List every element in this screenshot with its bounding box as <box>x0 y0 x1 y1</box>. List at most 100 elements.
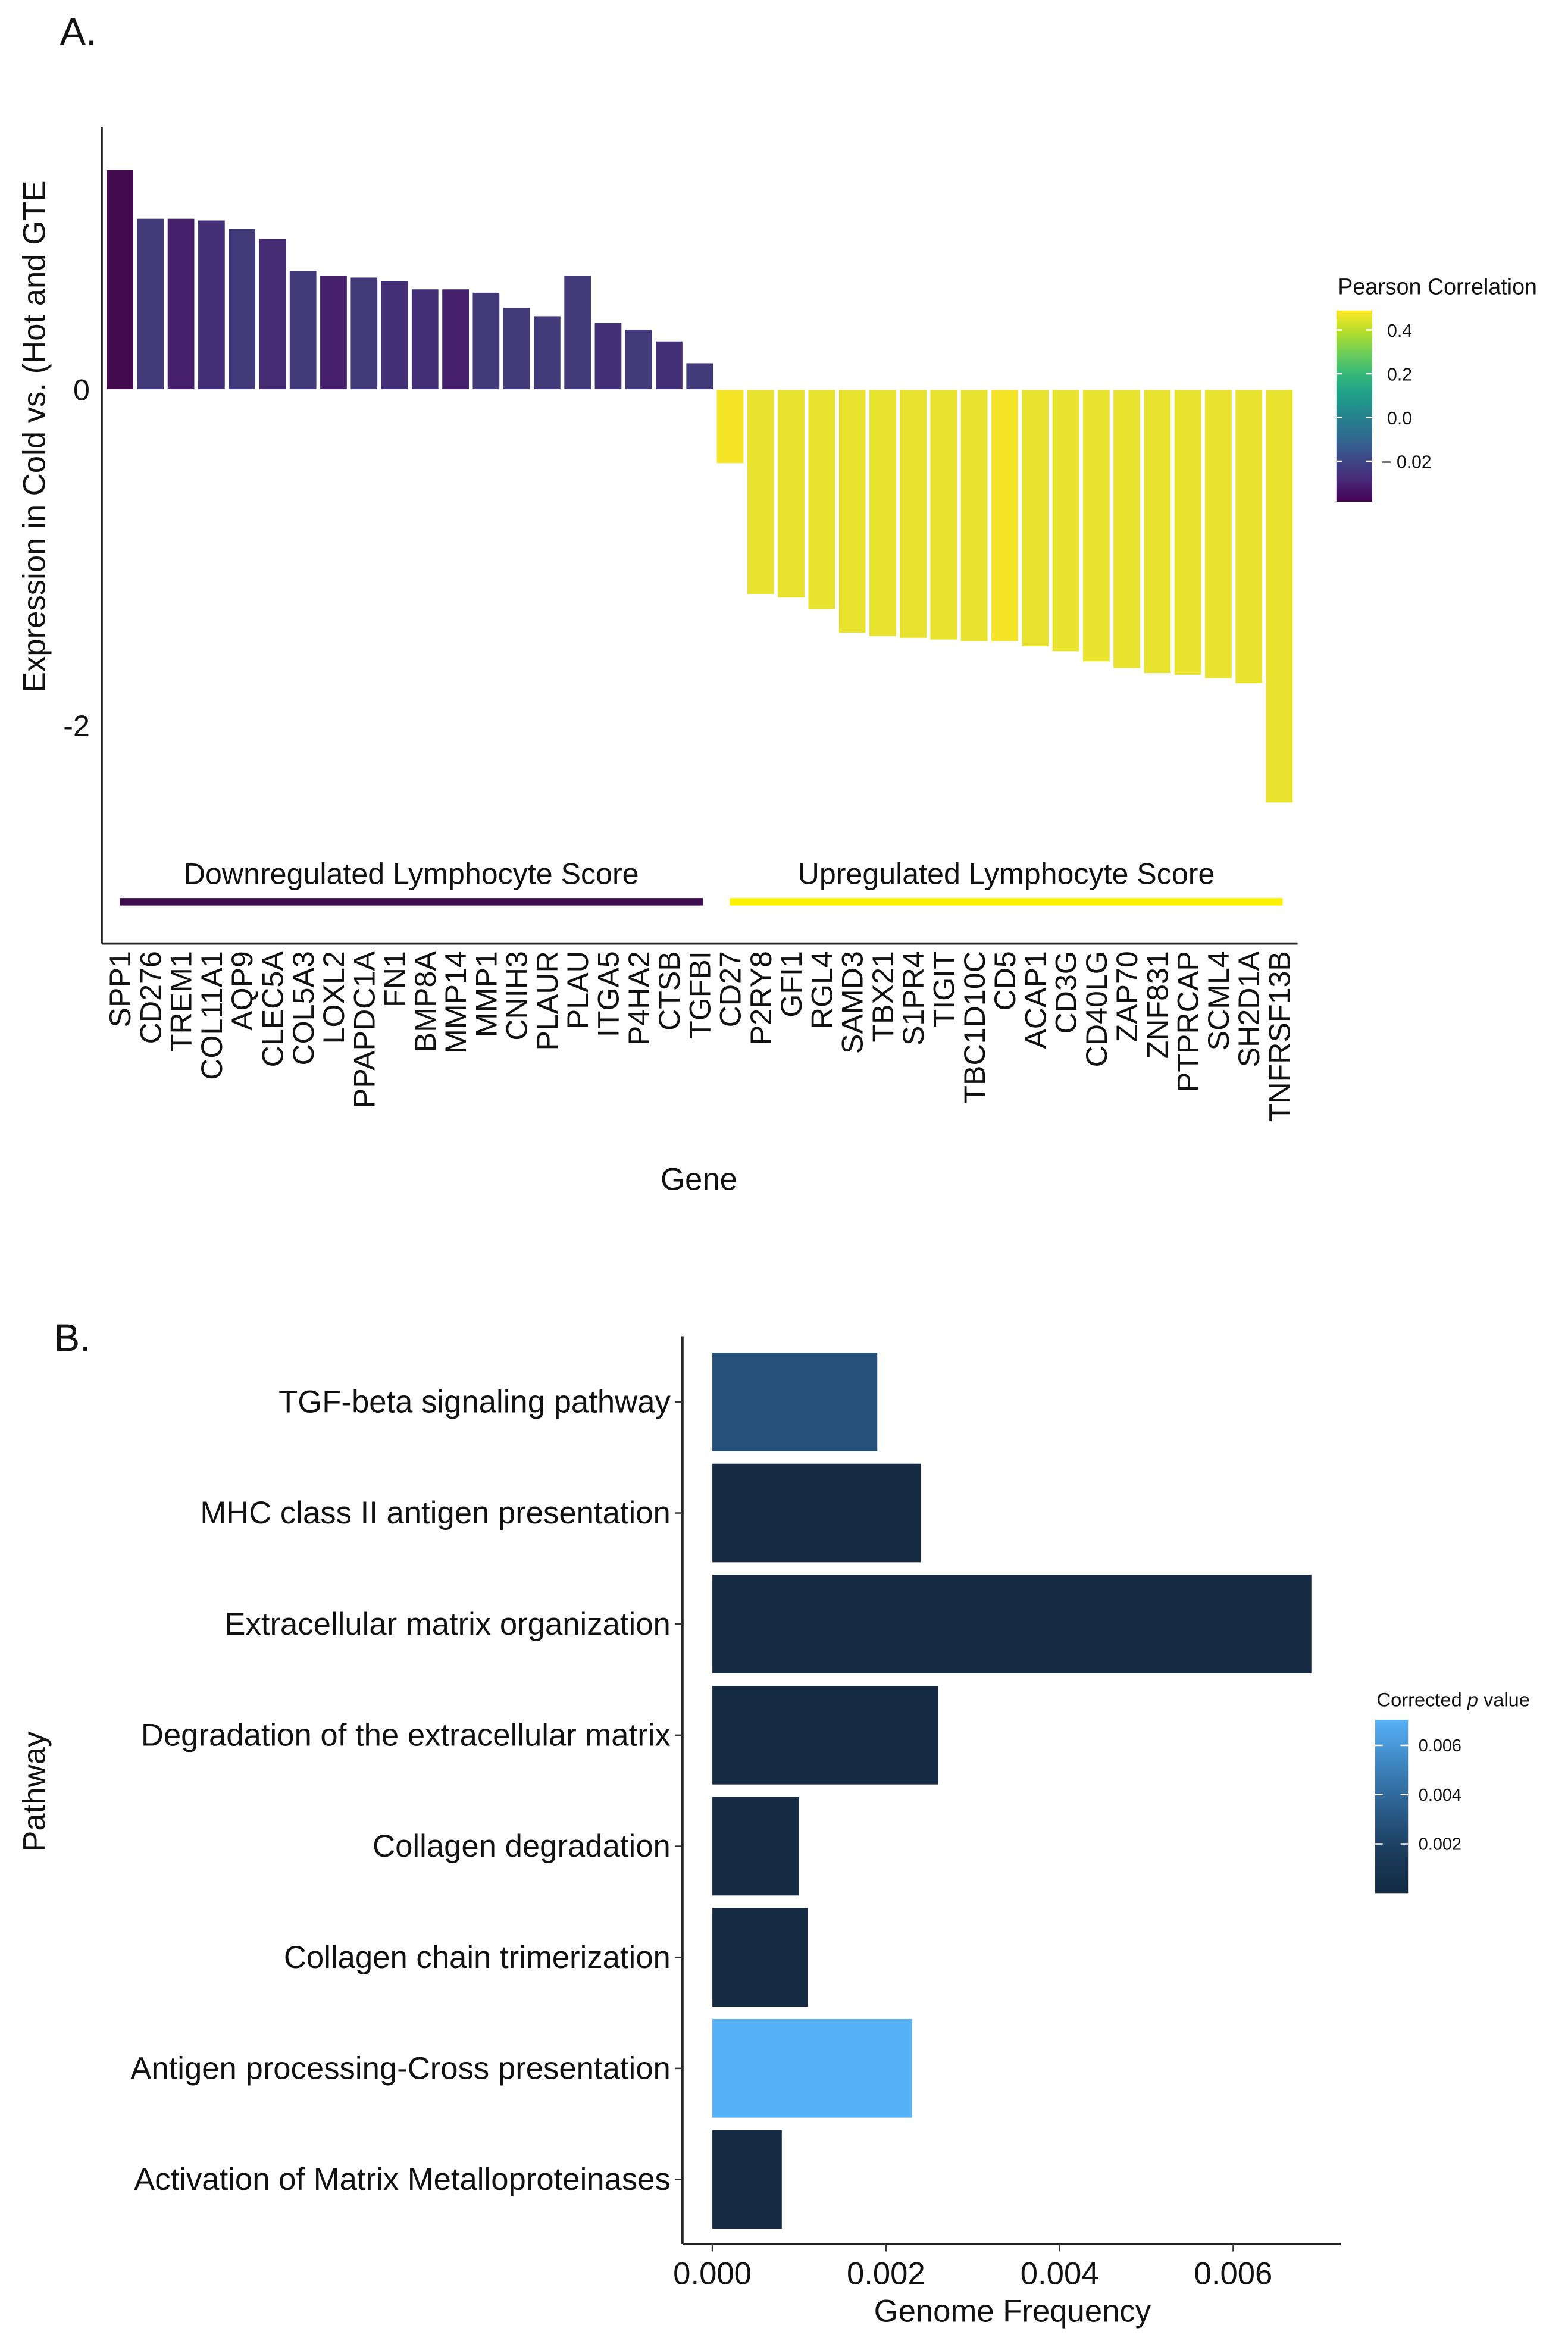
legend-tick-label: 0.002 <box>1419 1835 1461 1854</box>
x-tick-label: PTPRCAP <box>1172 951 1205 1092</box>
legend-b-title-suffix: value <box>1484 1689 1530 1711</box>
bar-loxl2 <box>319 275 348 390</box>
bar-znf831 <box>1143 389 1172 674</box>
legend-a-colorbar <box>1336 310 1373 502</box>
panel-a-annotations: Downregulated Lymphocyte Score Upregulate… <box>120 857 1283 906</box>
bar-tigit <box>929 389 958 641</box>
x-tick-label: TBC1D10C <box>958 951 991 1103</box>
x-tick-label: P4HA2 <box>622 951 656 1046</box>
x-tick-label: TGFBI <box>683 951 716 1039</box>
bar-tbx21 <box>868 389 897 637</box>
x-tick-label: COL5A3 <box>287 951 320 1065</box>
bar-mmp1 <box>471 292 500 390</box>
bar-mmp14 <box>441 288 470 390</box>
y-tick-label: -2 <box>63 709 90 743</box>
panel-b-legend: Corrected p value 0.006 0.004 0.002 <box>1375 1689 1530 1894</box>
bar-p2ry8 <box>746 389 775 595</box>
annotation-label: Downregulated Lymphocyte Score <box>184 857 639 890</box>
bar-ctsb <box>655 340 684 390</box>
pathway-bar <box>712 1797 799 1896</box>
x-tick-label: RGL4 <box>805 951 838 1029</box>
annotation-label: Upregulated Lymphocyte Score <box>798 857 1215 890</box>
panel-a-y-ticks: 0 -2 <box>63 373 90 743</box>
x-tick-label: ZNF831 <box>1141 951 1174 1059</box>
pathway-bar <box>712 1686 938 1785</box>
bar-zap70 <box>1112 389 1141 669</box>
bar-cd5 <box>990 389 1019 642</box>
legend-b-title-p: p <box>1467 1689 1478 1711</box>
legend-tick-label: 0.004 <box>1419 1786 1461 1805</box>
bar-acap1 <box>1021 389 1050 647</box>
pathway-label: Degradation of the extracellular matrix <box>141 1717 671 1752</box>
bar-p4ha2 <box>624 328 653 390</box>
bar-trem1 <box>167 218 196 390</box>
bar-sh2d1a <box>1234 389 1263 684</box>
bar-cd40lg <box>1082 389 1111 662</box>
pathway-label: Collagen degradation <box>373 1829 671 1864</box>
legend-tick-label: 0.0 <box>1387 409 1412 428</box>
pathway-label: Antigen processing-Cross presentation <box>130 2051 671 2086</box>
bar-plau <box>563 275 592 390</box>
panel-b-y-tick-labels: TGF-beta signaling pathway MHC class II a… <box>130 1384 683 2197</box>
x-tick-label: AQP9 <box>226 951 259 1031</box>
bar-tgfbi <box>685 362 714 390</box>
x-tick-label: ACAP1 <box>1019 951 1052 1049</box>
x-tick-label: 0.002 <box>847 2257 925 2292</box>
x-tick-label: CD40LG <box>1080 951 1113 1067</box>
panel-a-legend: Pearson Correlation 0.4 0.2 0.0 − 0.02 <box>1336 274 1537 502</box>
bar-fn1 <box>380 280 409 390</box>
x-tick-label: P2RY8 <box>744 951 778 1045</box>
panel-b: B. TGF-beta signaling pathway MHC class I… <box>17 1316 1530 2329</box>
pathway-bar <box>712 1575 1312 1673</box>
x-tick-label: SCML4 <box>1202 951 1235 1050</box>
panel-a-bars <box>105 169 1294 803</box>
x-tick-label: 0.006 <box>1194 2257 1273 2292</box>
bar-cnih3 <box>502 306 531 390</box>
bar-col11a1 <box>197 219 226 390</box>
x-tick-label: COL11A1 <box>195 951 229 1080</box>
panel-b-x-axis-title: Genome Frequency <box>874 2293 1151 2329</box>
panel-b-y-axis-title: Pathway <box>17 1731 52 1852</box>
pathway-bar <box>712 2019 912 2118</box>
pathway-label: MHC class II antigen presentation <box>200 1495 670 1531</box>
x-tick-label: TNFRSF13B <box>1263 951 1296 1122</box>
x-tick-label: 0.000 <box>673 2257 752 2292</box>
panel-a-y-axis-title: Expression in Cold vs. (Hot and GTE <box>17 180 52 693</box>
legend-b-colorbar <box>1375 1720 1409 1894</box>
legend-tick-label: − 0.02 <box>1381 452 1432 472</box>
bar-itga5 <box>594 322 622 390</box>
bar-s1pr4 <box>899 389 928 639</box>
bar-ppapdc1a <box>349 276 378 390</box>
x-tick-label: ZAP70 <box>1110 951 1144 1042</box>
x-tick-label: SAMD3 <box>836 951 869 1054</box>
legend-a-title: Pearson Correlation <box>1338 274 1537 299</box>
legend-b-title: Corrected p value <box>1377 1689 1530 1711</box>
x-tick-label: TREM1 <box>165 951 198 1052</box>
bar-rgl4 <box>807 389 836 611</box>
pathway-bar <box>712 1908 808 2007</box>
bar-cd27 <box>716 389 744 464</box>
pathway-bar <box>712 2130 782 2229</box>
y-tick-label: 0 <box>73 373 90 406</box>
x-tick-label: 0.004 <box>1021 2257 1099 2292</box>
bar-cd3g <box>1051 389 1080 652</box>
bar-spp1 <box>105 169 134 390</box>
x-tick-label: ITGA5 <box>591 951 625 1037</box>
pathway-bar <box>712 1353 878 1451</box>
panel-a: A. 0 -2 SPP1CD276TREM1COL11A1AQP9CLEC5ACO… <box>17 10 1537 1197</box>
panel-b-label: B. <box>54 1316 91 1360</box>
bar-tbc1d10c <box>960 389 989 642</box>
bar-ptprcap <box>1173 389 1202 676</box>
panel-b-bars <box>712 1353 1312 2229</box>
x-tick-label: CLEC5A <box>256 951 290 1068</box>
x-tick-label: CD3G <box>1050 951 1083 1034</box>
bar-col5a3 <box>289 270 318 390</box>
x-tick-label: PPAPDC1A <box>348 951 381 1108</box>
bar-samd3 <box>838 389 866 634</box>
x-tick-label: CD5 <box>988 951 1022 1010</box>
bar-cd276 <box>136 218 165 390</box>
x-tick-label: SH2D1A <box>1232 951 1266 1068</box>
legend-tick-label: 0.006 <box>1419 1736 1461 1755</box>
bar-tnfrsf13b <box>1265 389 1294 803</box>
